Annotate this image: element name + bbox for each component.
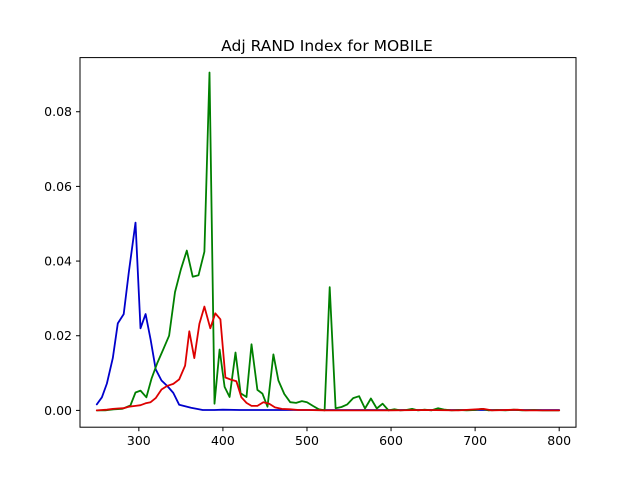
y-tick-label: 0.08 — [44, 104, 72, 119]
series-line-1 — [95, 221, 561, 411]
series-line-3 — [95, 305, 561, 412]
y-axis: 0.00 0.02 0.04 0.06 0.08 — [44, 104, 80, 418]
x-tick-label: 800 — [547, 433, 571, 448]
series-layer — [95, 71, 561, 412]
y-tick-label: 0.00 — [44, 403, 72, 418]
y-tick-label: 0.06 — [44, 179, 72, 194]
y-tick-label: 0.04 — [44, 254, 72, 269]
series-line-2 — [95, 71, 561, 412]
x-tick-label: 500 — [295, 433, 319, 448]
x-tick-label: 600 — [379, 433, 403, 448]
plot-frame — [79, 57, 577, 428]
x-tick-label: 400 — [211, 433, 235, 448]
x-tick-label: 700 — [463, 433, 487, 448]
chart-title: Adj RAND Index for MOBILE — [221, 37, 433, 55]
y-tick-label: 0.02 — [44, 328, 72, 343]
x-tick-label: 300 — [127, 433, 151, 448]
x-axis: 300 400 500 600 700 800 — [127, 427, 571, 448]
